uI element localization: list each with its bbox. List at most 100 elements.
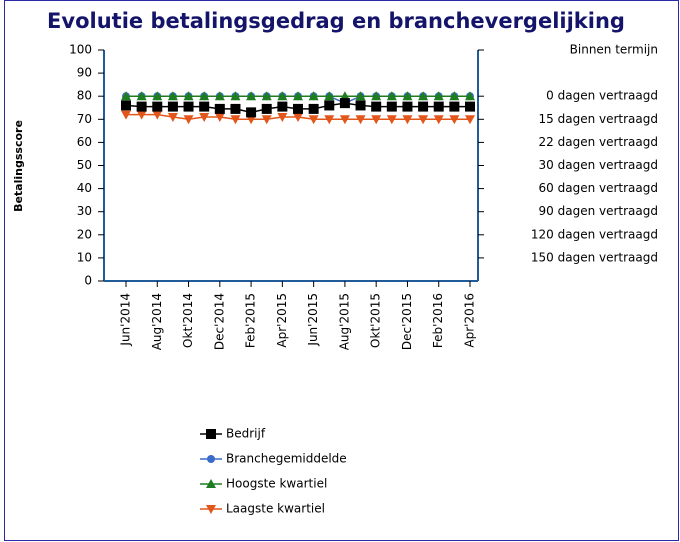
marker	[207, 455, 215, 463]
y-tick-label: 10	[77, 250, 92, 264]
x-tick-label: Aug'2014	[150, 293, 164, 350]
marker	[214, 112, 225, 122]
x-tick-label: Okt'2015	[369, 293, 383, 348]
marker	[152, 91, 163, 101]
marker	[246, 107, 257, 118]
marker	[433, 91, 444, 101]
marker	[167, 101, 178, 112]
marker	[465, 101, 475, 112]
x-tick-label: Feb'2016	[431, 293, 445, 348]
marker	[449, 101, 460, 112]
y-tick-label: 70	[77, 112, 92, 126]
marker	[214, 91, 225, 101]
marker	[230, 115, 241, 125]
y2-tick-label: 120 dagen vertraagd	[531, 227, 658, 241]
marker	[277, 112, 288, 122]
marker	[261, 91, 272, 101]
marker	[199, 101, 210, 112]
marker	[371, 101, 382, 112]
legend-label: Bedrijf	[226, 427, 266, 441]
x-tick-label: Jun'2014	[119, 293, 133, 347]
x-tick-label: Dec'2015	[400, 293, 414, 350]
marker	[136, 110, 147, 120]
marker	[230, 103, 241, 114]
marker	[199, 91, 210, 101]
x-tick-label: Feb'2015	[244, 293, 258, 348]
marker	[418, 101, 429, 112]
marker	[121, 110, 131, 120]
x-tick-label: Apr'2016	[463, 293, 477, 348]
y-tick-label: 30	[77, 204, 92, 218]
y-tick-label: 40	[77, 181, 92, 195]
marker	[261, 115, 272, 125]
y-tick-label: 60	[77, 135, 92, 149]
marker	[339, 115, 350, 125]
marker	[230, 91, 241, 101]
marker	[355, 91, 366, 101]
marker	[355, 100, 366, 111]
marker	[167, 112, 178, 122]
marker	[152, 110, 163, 120]
marker	[308, 91, 319, 101]
frame	[4, 0, 679, 541]
y2-tick-label: 60 dagen vertraagd	[539, 181, 658, 195]
x-tick-label: Apr'2015	[275, 293, 289, 348]
marker	[183, 101, 194, 112]
marker	[246, 115, 257, 125]
x-tick-label: Aug'2015	[337, 293, 351, 350]
y-tick-label: 80	[77, 89, 92, 103]
y2-tick-label: 150 dagen vertraagd	[531, 250, 658, 264]
marker	[465, 115, 475, 125]
marker	[167, 91, 178, 101]
marker	[152, 101, 163, 112]
y-axis-label: Betalingsscore	[12, 120, 25, 212]
marker	[433, 101, 444, 112]
marker	[293, 91, 303, 101]
marker	[402, 101, 413, 112]
legend-label: Laagste kwartiel	[226, 502, 325, 516]
marker	[293, 103, 303, 114]
marker	[449, 115, 460, 125]
marker	[324, 100, 335, 111]
y-tick-label: 90	[77, 66, 92, 80]
marker	[324, 115, 335, 125]
y-tick-label: 100	[69, 43, 92, 57]
x-tick-label: Jun'2015	[306, 293, 320, 347]
y2-tick-label: 22 dagen vertraagd	[539, 135, 658, 149]
marker	[206, 505, 216, 514]
marker	[402, 91, 413, 101]
marker	[386, 101, 397, 112]
marker	[121, 91, 131, 101]
marker	[214, 103, 225, 114]
marker	[261, 103, 272, 114]
marker	[355, 115, 366, 125]
marker	[402, 115, 413, 125]
marker	[136, 101, 147, 112]
y2-tick-label: Binnen termijn	[570, 43, 658, 57]
y2-tick-label: 0 dagen vertraagd	[546, 89, 658, 103]
marker	[293, 112, 303, 122]
marker	[418, 115, 429, 125]
chart-title: Evolutie betalingsgedrag en brancheverge…	[47, 9, 625, 33]
marker	[386, 91, 397, 101]
marker	[386, 115, 397, 125]
y2-tick-label: 30 dagen vertraagd	[539, 158, 658, 172]
marker	[277, 91, 288, 101]
y-tick-label: 50	[77, 158, 92, 172]
marker	[183, 91, 194, 101]
marker	[339, 91, 350, 101]
marker	[206, 479, 216, 488]
x-tick-label: Dec'2014	[212, 293, 226, 350]
y-tick-label: 0	[84, 274, 92, 288]
marker	[246, 91, 257, 101]
marker	[121, 100, 131, 111]
marker	[371, 91, 382, 101]
marker	[324, 91, 335, 101]
marker	[308, 103, 319, 114]
y2-tick-label: 90 dagen vertraagd	[539, 204, 658, 218]
y-tick-label: 20	[77, 227, 92, 241]
marker	[465, 91, 475, 101]
legend-label: Hoogste kwartiel	[226, 477, 327, 491]
marker	[199, 112, 210, 122]
